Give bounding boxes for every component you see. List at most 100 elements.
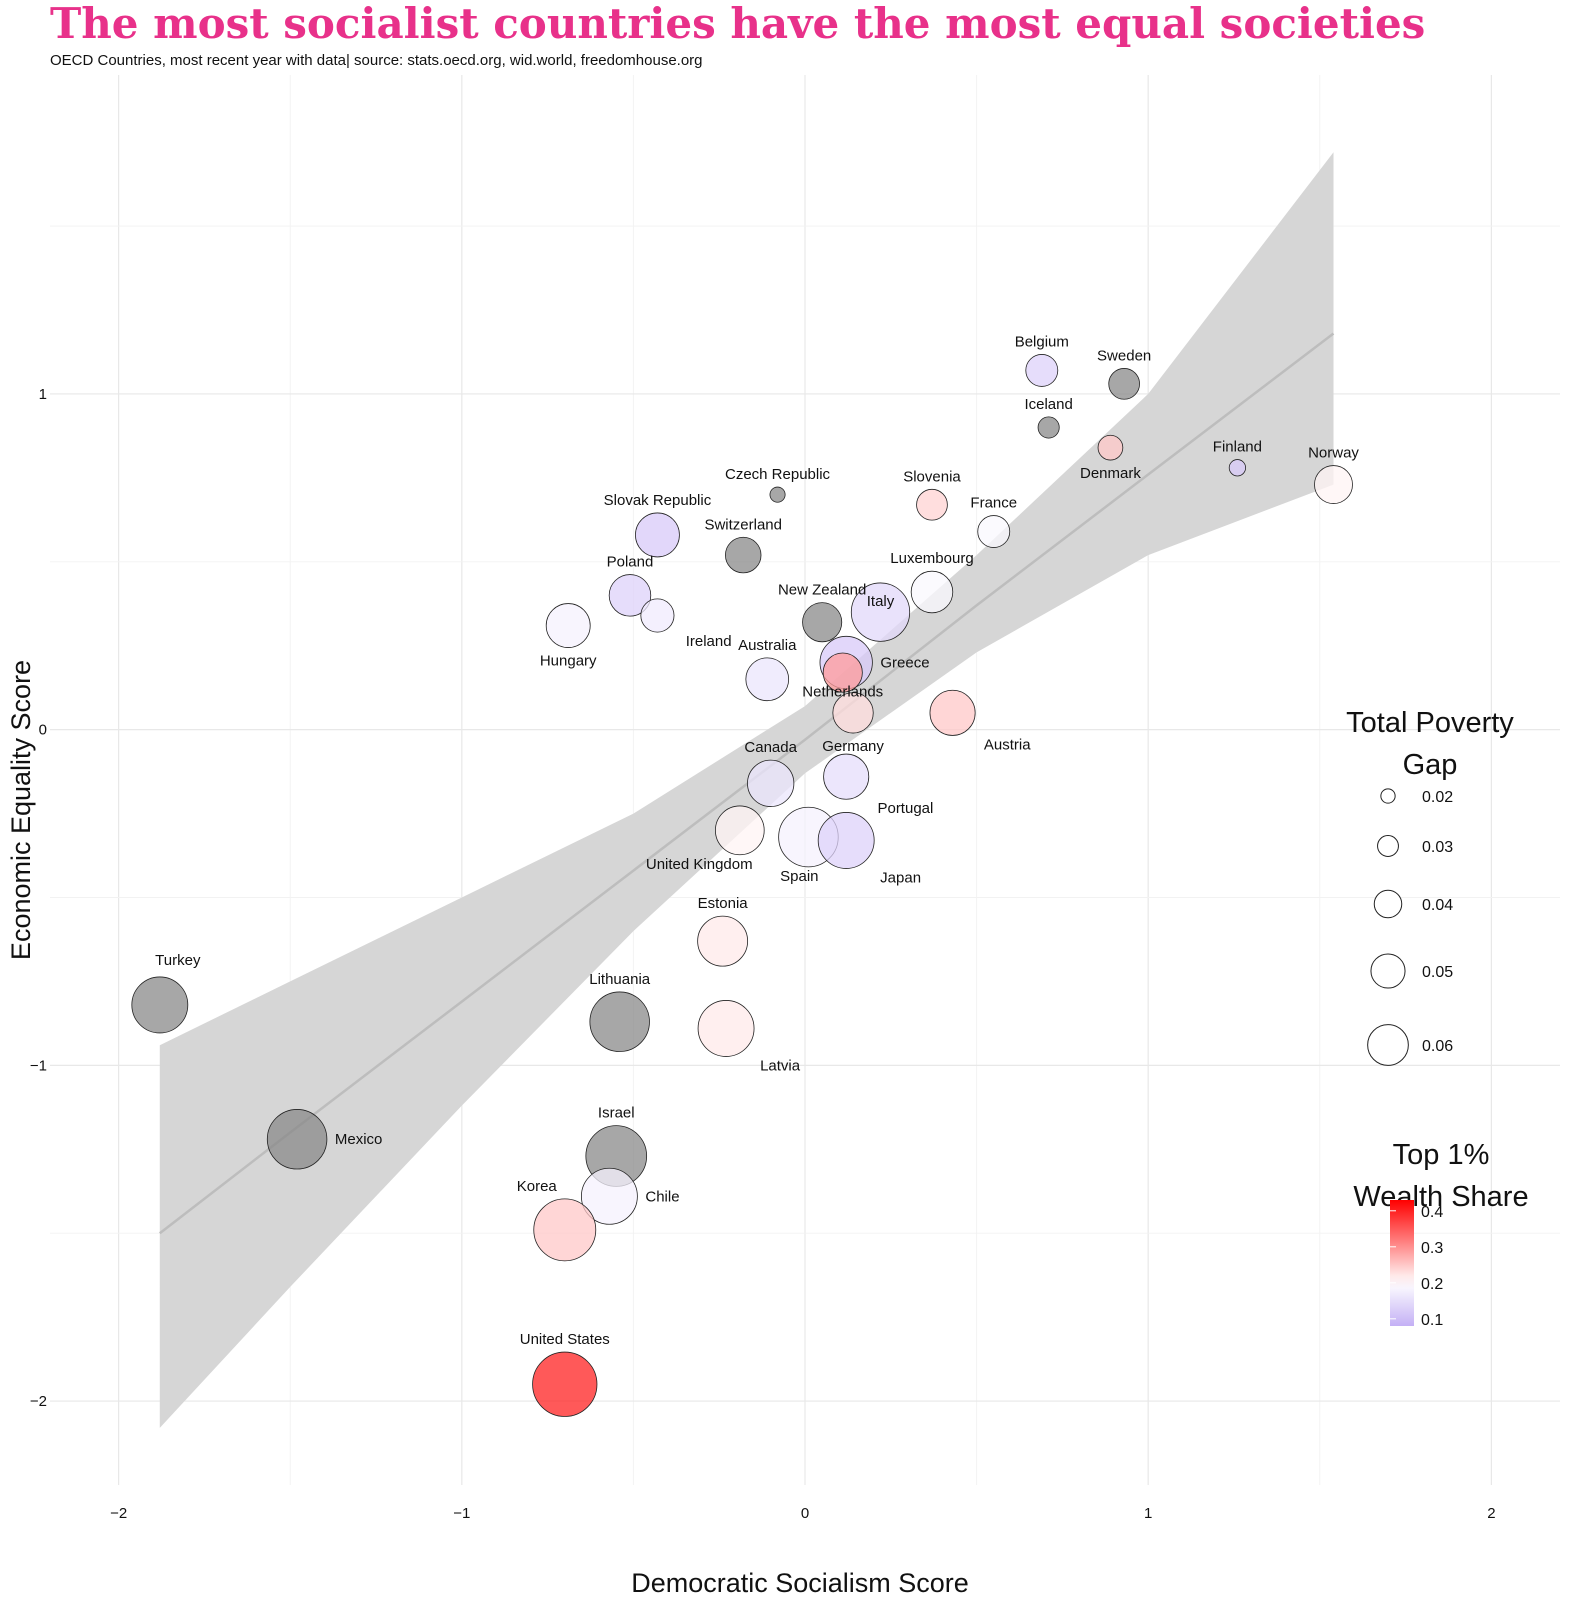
point-label-belgium: Belgium [1015,333,1069,350]
x-tick-label: −1 [453,1505,470,1522]
x-tick-label: 1 [1144,1505,1152,1522]
point-label-france: France [970,495,1017,512]
point-netherlands [822,652,863,693]
point-label-japan: Japan [880,869,921,886]
point-label-australia: Australia [738,637,797,654]
point-germany [832,692,874,734]
point-new-zealand [802,602,843,643]
point-label-chile: Chile [645,1188,679,1205]
regression-line [159,332,1335,1235]
point-label-greece: Greece [880,655,929,672]
point-label-netherlands: Netherlands [802,684,883,701]
point-korea [533,1198,597,1262]
color-legend-bar [1390,1200,1414,1326]
size-legend-label: 0.06 [1422,1038,1453,1055]
size-legend-label: 0.03 [1422,839,1453,856]
size-legend-label: 0.05 [1422,964,1453,981]
axis-ticks: −2 −1 0 1 2 −2 −1 0 1 [30,386,1496,1522]
chart-subtitle: OECD Countries, most recent year with da… [50,52,703,69]
point-united-states [532,1351,598,1417]
point-canada [747,759,795,807]
point-label-new-zealand: New Zealand [778,582,866,599]
point-label-portugal: Portugal [877,800,933,817]
size-legend-key [1373,889,1403,919]
point-label-estonia: Estonia [698,895,749,912]
y-tick-label: −1 [30,1057,47,1074]
point-slovenia [916,488,948,521]
x-axis-title: Democratic Socialism Score [631,1568,969,1598]
confidence-band-layer [159,152,1335,1428]
size-legend-label: 0.02 [1422,789,1453,806]
point-france [977,515,1011,548]
color-legend-label: 0.3 [1421,1240,1443,1257]
point-label-korea: Korea [517,1178,558,1195]
point-label-norway: Norway [1308,445,1359,462]
point-sweden [1108,368,1140,400]
point-label-slovak-republic: Slovak Republic [604,492,712,509]
points-layer [131,354,1353,1417]
color-legend-label: 0.1 [1421,1312,1443,1329]
point-hungary [545,603,591,648]
point-label-united-states: United States [520,1331,610,1348]
point-label-united-kingdom: United Kingdom [646,856,753,873]
point-italy [850,582,911,642]
point-finland [1228,459,1247,477]
point-czech-republic [769,486,786,503]
size-legend-key [1380,788,1396,804]
chart-title: The most socialist countries have the mo… [50,0,1425,48]
point-belgium [1025,354,1059,387]
point-labels-layer: Belgium Sweden Iceland Denmark Finland Norway… [155,333,1359,1348]
point-label-canada: Canada [744,739,797,756]
point-label-czech-republic: Czech Republic [725,466,831,483]
point-austria [929,689,976,736]
point-portugal [823,753,870,800]
point-label-ireland: Ireland [686,633,732,650]
point-label-sweden: Sweden [1097,347,1151,364]
color-legend-title-line-1: Top 1% [1393,1139,1490,1171]
size-legend-key [1377,835,1399,857]
y-tick-label: 1 [39,386,47,403]
point-estonia [697,915,749,967]
point-label-finland: Finland [1213,439,1262,456]
size-legend-title-line-1: Total Poverty [1346,707,1514,739]
point-slovak-republic [635,512,680,558]
point-label-poland: Poland [607,554,654,571]
y-tick-label: −2 [30,1393,47,1410]
point-lithuania [589,991,650,1052]
point-norway [1314,465,1353,504]
point-ireland [640,598,675,633]
size-legend-label: 0.04 [1422,897,1453,914]
point-label-luxembourg: Luxembourg [890,550,973,567]
color-legend-title-line-2: Wealth Share [1353,1181,1528,1213]
color-legend: Top 1% Wealth Share 0.4 0.3 0.2 0.1 [1353,1139,1528,1329]
point-label-denmark: Denmark [1080,465,1141,482]
x-tick-label: 2 [1487,1505,1495,1522]
y-tick-label: 0 [39,722,47,739]
point-latvia [697,1000,755,1057]
x-tick-label: 0 [801,1505,809,1522]
point-australia [745,657,790,702]
y-axis-title: Economic Equality Score [6,660,36,960]
point-iceland [1037,416,1060,439]
point-united-kingdom [714,805,765,856]
point-label-slovenia: Slovenia [903,468,961,485]
point-label-mexico: Mexico [335,1131,383,1148]
point-luxembourg [910,570,954,614]
point-label-israel: Israel [598,1105,635,1122]
point-label-italy: Italy [867,593,895,610]
point-label-hungary: Hungary [540,653,597,670]
point-poland [608,574,652,617]
point-mexico [266,1109,328,1170]
point-denmark [1097,434,1124,461]
point-label-austria: Austria [984,736,1031,753]
color-legend-label: 0.4 [1421,1204,1443,1221]
size-legend-key [1370,953,1406,989]
confidence-band [159,152,1334,1428]
point-turkey [131,976,189,1034]
point-switzerland [725,536,762,574]
point-label-spain: Spain [780,868,818,885]
point-japan [817,812,875,869]
point-label-iceland: Iceland [1024,396,1072,413]
point-label-latvia: Latvia [760,1057,801,1074]
